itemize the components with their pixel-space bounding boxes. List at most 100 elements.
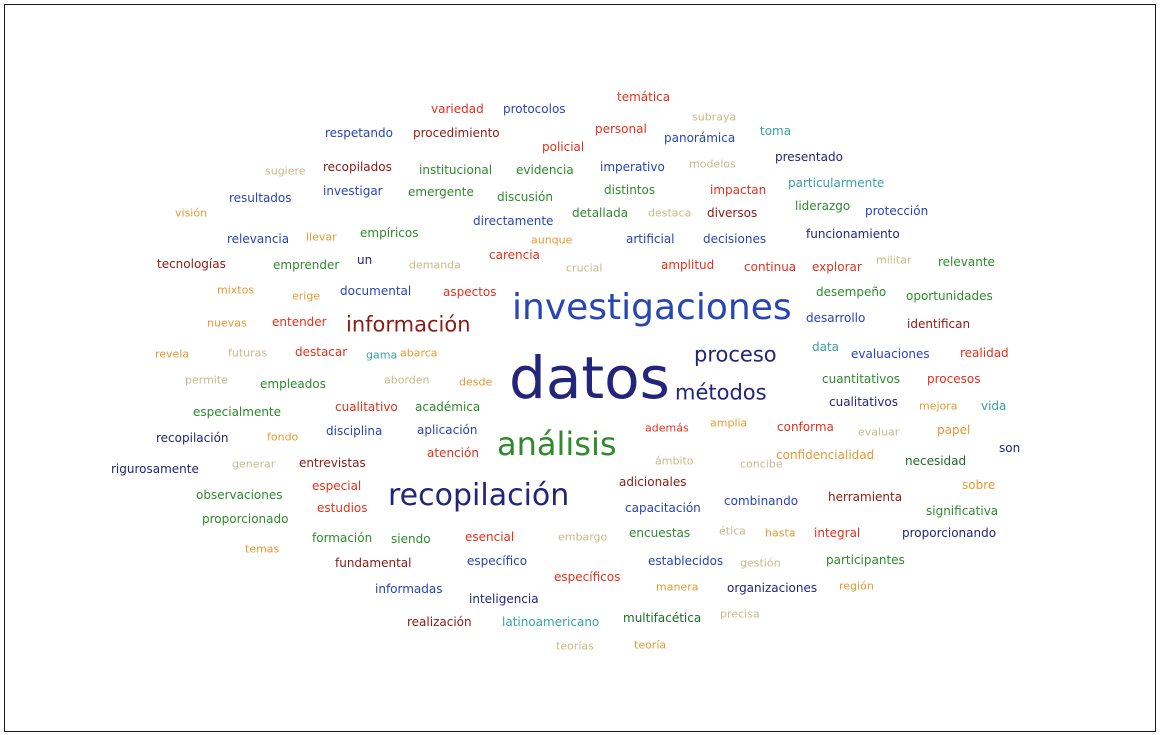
word: organizaciones <box>727 581 818 595</box>
word: especial <box>312 479 362 493</box>
word: informadas <box>375 582 443 596</box>
word: temática <box>617 90 671 104</box>
word: carencia <box>489 248 540 262</box>
word: realidad <box>960 346 1009 360</box>
word-proceso: proceso <box>694 342 777 367</box>
word: concibe <box>740 457 783 471</box>
word: erige <box>292 289 321 303</box>
word: distintos <box>604 183 656 197</box>
word: específicos <box>554 570 621 584</box>
word: sobre <box>962 478 996 492</box>
word: atención <box>427 446 479 460</box>
word: capacitación <box>625 501 701 515</box>
word: modelos <box>689 157 736 171</box>
word: además <box>645 421 689 435</box>
word: data <box>812 340 840 354</box>
word: conforma <box>777 420 834 434</box>
word-analisis: análisis <box>497 425 617 463</box>
word: formación <box>312 531 373 545</box>
word: latinoamericano <box>502 615 600 629</box>
word: integral <box>814 526 861 540</box>
word: detallada <box>572 206 629 220</box>
word: herramienta <box>828 490 903 504</box>
word: directamente <box>473 214 554 228</box>
word: presentado <box>775 150 843 164</box>
word: diversos <box>707 206 758 220</box>
word: son <box>999 441 1021 455</box>
word: personal <box>595 122 647 136</box>
word: respetando <box>325 126 393 140</box>
word: región <box>839 579 874 593</box>
word: vida <box>981 399 1007 413</box>
word: participantes <box>826 553 905 567</box>
word: imperativo <box>600 160 665 174</box>
word: multifacética <box>623 611 702 625</box>
word: protocolos <box>503 102 566 116</box>
word: especialmente <box>193 405 282 419</box>
word: adicionales <box>619 475 687 489</box>
word: estudios <box>317 501 368 515</box>
word: procedimiento <box>413 126 500 140</box>
word: desempeño <box>816 285 887 299</box>
word: empleados <box>260 377 326 391</box>
word: embargo <box>558 530 608 544</box>
word: establecidos <box>648 554 724 568</box>
word: aborden <box>384 373 430 387</box>
word-investigaciones: investigaciones <box>512 287 792 328</box>
word: desde <box>459 375 493 389</box>
word: gestión <box>740 556 781 570</box>
word: rigurosamente <box>111 462 199 476</box>
word: procesos <box>927 372 981 386</box>
word: futuras <box>228 346 268 360</box>
word: protección <box>865 204 929 218</box>
word: continua <box>744 260 797 274</box>
word: empíricos <box>360 226 419 240</box>
word: tecnologías <box>157 257 226 271</box>
word: particularmente <box>788 176 885 190</box>
word: siendo <box>391 532 431 546</box>
word: liderazgo <box>795 199 851 213</box>
word: nuevas <box>207 316 247 330</box>
word: cualitativo <box>335 400 398 414</box>
word: confidencialidad <box>776 448 875 462</box>
word: artificial <box>626 232 675 246</box>
word: funcionamiento <box>806 227 900 241</box>
word: aunque <box>531 233 573 247</box>
word: destaca <box>648 206 692 220</box>
word: ética <box>719 524 746 538</box>
word: gama <box>366 348 398 362</box>
word: recopilación <box>156 431 229 445</box>
word: combinando <box>724 494 799 508</box>
word: esencial <box>465 530 515 544</box>
word: oportunidades <box>906 289 993 303</box>
word: inteligencia <box>469 592 539 606</box>
word: amplitud <box>661 258 715 272</box>
word: revela <box>155 347 190 361</box>
word: un <box>357 253 373 267</box>
word: manera <box>656 580 699 594</box>
word: permite <box>185 373 228 387</box>
word: proporcionando <box>902 526 997 540</box>
word: documental <box>340 284 412 298</box>
word: aspectos <box>443 285 497 299</box>
word: cualitativos <box>829 395 899 409</box>
word: significativa <box>926 504 999 518</box>
word: académica <box>415 400 481 414</box>
word: visión <box>175 206 208 220</box>
word-informacion: información <box>346 312 471 337</box>
word: evaluaciones <box>851 347 930 361</box>
word: demanda <box>409 258 461 272</box>
word: observaciones <box>196 488 283 502</box>
word: amplia <box>710 416 748 430</box>
word: generar <box>232 457 276 471</box>
word: cuantitativos <box>822 372 900 386</box>
word: hasta <box>765 526 796 540</box>
word: recopilados <box>323 160 392 174</box>
word: resultados <box>229 191 292 205</box>
word: realización <box>407 615 472 629</box>
word: destacar <box>295 345 348 359</box>
word: emprender <box>273 258 340 272</box>
word: fondo <box>267 430 299 444</box>
word: evaluar <box>858 425 900 439</box>
word: relevancia <box>227 232 290 246</box>
